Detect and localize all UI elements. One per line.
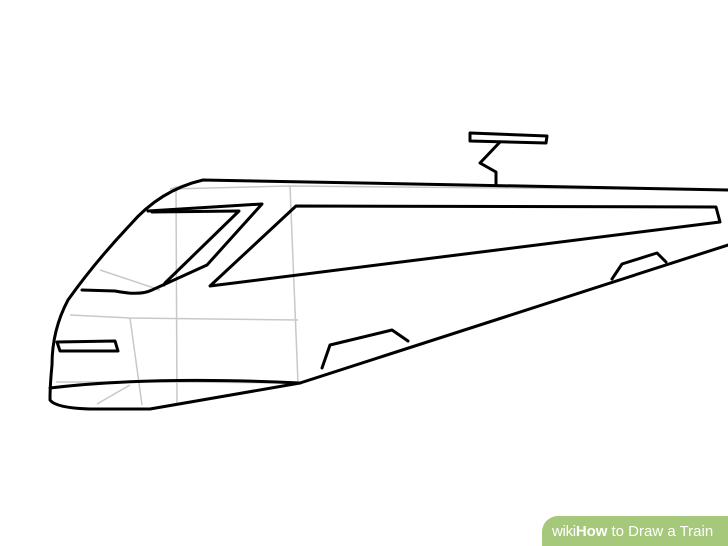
watermark-how: How — [575, 522, 608, 540]
nose-bottom-line — [48, 378, 302, 390]
side-window-strip — [208, 204, 722, 288]
headlight — [55, 339, 120, 353]
front-wheel-fairing — [320, 328, 410, 370]
watermark-title: to Draw a Train — [611, 522, 714, 540]
train-body-outline — [48, 178, 728, 411]
windshield-inner — [150, 209, 241, 287]
wikihow-watermark: wiki How to Draw a Train — [542, 516, 728, 546]
construction-guides — [56, 179, 728, 406]
guide-lower-diagonal — [96, 384, 131, 405]
train-outline — [48, 131, 728, 411]
guide-vertical-right — [289, 185, 299, 384]
guide-corner-edge — [129, 317, 143, 406]
pantograph-arm — [478, 140, 502, 186]
watermark-brand: wiki — [552, 522, 576, 540]
guide-horizontal-mid — [69, 314, 299, 321]
guide-vertical-left — [175, 185, 178, 406]
windshield-outer — [80, 202, 264, 295]
pantograph-top — [468, 131, 549, 145]
guide-diagonal — [99, 269, 161, 291]
rear-wheel-fairing — [610, 251, 668, 281]
